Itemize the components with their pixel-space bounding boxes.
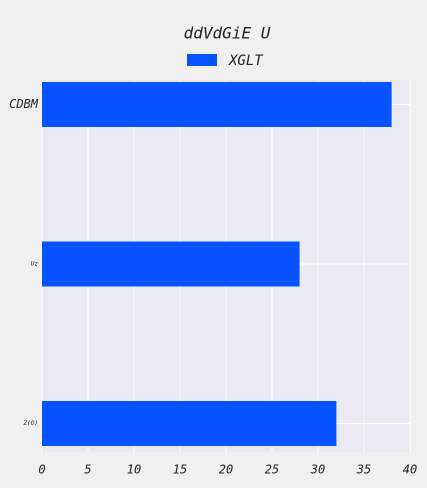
x-tick-label: 0 bbox=[38, 463, 45, 477]
x-tick-label: 20 bbox=[219, 463, 233, 477]
y-tick-label: Z(O) bbox=[23, 420, 38, 427]
x-tick-label: 35 bbox=[356, 463, 371, 477]
y-tick-label: CDBM bbox=[9, 97, 39, 111]
chart-title: ddVdGiE U bbox=[184, 24, 271, 43]
legend-text: XGLT bbox=[228, 53, 264, 69]
x-tick-label: 15 bbox=[173, 463, 187, 477]
bar bbox=[42, 241, 300, 287]
x-tick-label: 25 bbox=[265, 463, 279, 477]
legend-swatch bbox=[187, 54, 217, 66]
x-tick-label: 10 bbox=[127, 463, 141, 477]
y-tick-label: Uz bbox=[31, 261, 39, 268]
x-tick-label: 40 bbox=[403, 463, 417, 477]
x-tick-label: 5 bbox=[84, 463, 91, 477]
x-tick-label: 30 bbox=[310, 463, 325, 477]
bar bbox=[42, 401, 337, 446]
bar bbox=[42, 82, 392, 127]
